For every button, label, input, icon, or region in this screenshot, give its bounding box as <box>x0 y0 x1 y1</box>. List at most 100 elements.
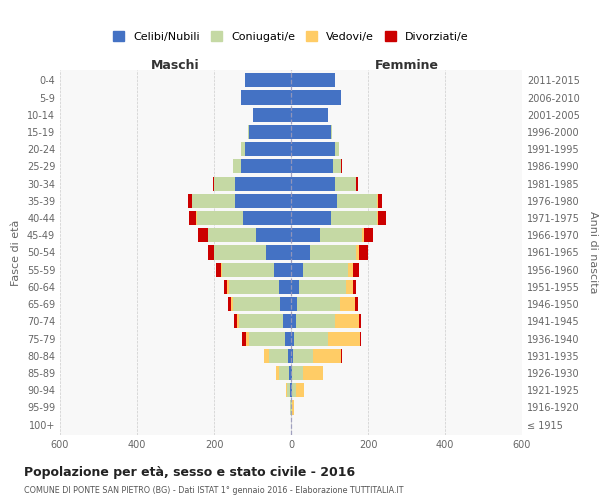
Bar <box>214 246 291 260</box>
Bar <box>291 90 341 104</box>
Bar <box>278 280 291 294</box>
Bar <box>208 228 291 242</box>
Bar <box>248 125 291 139</box>
Bar <box>291 74 335 88</box>
Bar <box>214 176 291 190</box>
Bar <box>229 280 291 294</box>
Bar <box>291 383 292 398</box>
Bar <box>232 297 291 311</box>
Bar <box>192 194 291 208</box>
Bar <box>277 366 291 380</box>
Bar <box>291 160 342 173</box>
Bar <box>291 211 378 225</box>
Bar <box>290 400 291 414</box>
Bar <box>248 125 291 139</box>
Bar <box>291 108 328 122</box>
Bar <box>291 383 296 398</box>
Bar <box>286 383 291 398</box>
Bar <box>291 160 341 173</box>
Bar <box>288 348 291 363</box>
Bar <box>291 125 332 139</box>
Bar <box>237 314 291 328</box>
Bar <box>243 211 291 225</box>
Bar <box>291 194 377 208</box>
Bar <box>291 332 359 345</box>
Bar <box>291 314 361 328</box>
Bar <box>291 400 294 414</box>
Bar <box>291 108 328 122</box>
Bar <box>235 176 291 190</box>
Bar <box>280 297 291 311</box>
Bar <box>291 160 341 173</box>
Bar <box>291 228 320 242</box>
Bar <box>291 211 377 225</box>
Bar <box>291 74 335 88</box>
Bar <box>274 262 291 277</box>
Bar <box>291 108 328 122</box>
Bar <box>241 90 291 104</box>
Bar <box>291 366 323 380</box>
Bar <box>253 108 291 122</box>
Bar <box>291 176 356 190</box>
Bar <box>291 125 332 139</box>
Bar <box>291 142 339 156</box>
Bar <box>253 108 291 122</box>
Y-axis label: Anni di nascita: Anni di nascita <box>588 211 598 294</box>
Bar <box>291 246 310 260</box>
Legend: Celibi/Nubili, Coniugati/e, Vedovi/e, Divorziati/e: Celibi/Nubili, Coniugati/e, Vedovi/e, Di… <box>110 28 472 46</box>
Bar <box>241 142 291 156</box>
Bar <box>291 262 359 277</box>
Bar <box>248 125 291 139</box>
Bar <box>291 194 382 208</box>
Bar <box>245 142 291 156</box>
Bar <box>291 314 335 328</box>
Bar <box>291 228 364 242</box>
Bar <box>221 262 291 277</box>
Text: Maschi: Maschi <box>151 58 200 71</box>
Bar <box>277 366 291 380</box>
Bar <box>188 194 291 208</box>
Bar <box>291 246 356 260</box>
Bar <box>248 125 291 139</box>
Bar <box>269 348 291 363</box>
Bar <box>190 211 291 225</box>
Bar <box>291 262 348 277</box>
Bar <box>198 228 291 242</box>
Bar <box>291 108 328 122</box>
Bar <box>286 383 291 398</box>
Bar <box>291 142 339 156</box>
Bar <box>291 262 302 277</box>
Bar <box>224 280 291 294</box>
Bar <box>290 400 291 414</box>
Bar <box>291 246 368 260</box>
Bar <box>291 297 297 311</box>
Text: Popolazione per età, sesso e stato civile - 2016: Popolazione per età, sesso e stato civil… <box>24 466 355 479</box>
Bar <box>192 194 291 208</box>
Bar <box>291 314 359 328</box>
Bar <box>227 280 291 294</box>
Bar <box>248 332 291 345</box>
Bar <box>291 332 294 345</box>
Bar <box>291 366 292 380</box>
Bar <box>291 194 378 208</box>
Bar <box>291 297 358 311</box>
Bar <box>241 90 291 104</box>
Y-axis label: Fasce di età: Fasce di età <box>11 220 21 286</box>
Bar <box>233 297 291 311</box>
Bar <box>285 332 291 345</box>
Bar <box>291 246 359 260</box>
Bar <box>213 176 291 190</box>
Bar <box>208 228 291 242</box>
Bar <box>217 262 291 277</box>
Bar <box>290 383 291 398</box>
Bar <box>291 142 335 156</box>
Bar <box>291 332 328 345</box>
Bar <box>291 280 299 294</box>
Bar <box>291 348 313 363</box>
Bar <box>291 383 304 398</box>
Bar <box>241 142 291 156</box>
Bar <box>214 176 291 190</box>
Bar <box>291 348 342 363</box>
Bar <box>253 108 291 122</box>
Bar <box>291 176 356 190</box>
